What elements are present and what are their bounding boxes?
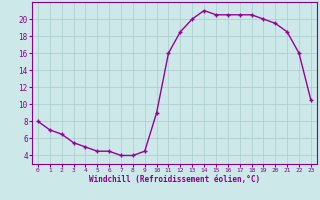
X-axis label: Windchill (Refroidissement éolien,°C): Windchill (Refroidissement éolien,°C) [89, 175, 260, 184]
